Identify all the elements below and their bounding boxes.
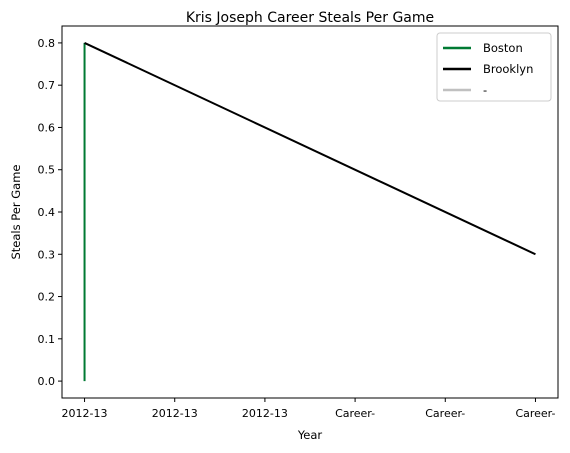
x-tick-label: 2012-13 (152, 407, 198, 420)
legend-label: Brooklyn (483, 62, 533, 76)
x-tick-label: Career- (425, 407, 465, 420)
x-tick-label: Career- (335, 407, 375, 420)
y-tick-label: 0.4 (38, 206, 56, 219)
y-axis: 0.0 0.1 0.2 0.3 0.4 0.5 0.6 0.7 0.8 (38, 37, 62, 388)
y-tick-label: 0.1 (38, 333, 56, 346)
y-tick-label: 0.0 (38, 375, 56, 388)
legend-label: - (483, 83, 487, 97)
legend-label: Boston (483, 41, 523, 55)
x-tick-label: Career- (515, 407, 555, 420)
x-tick-label: 2012-13 (62, 407, 108, 420)
series-line-brooklyn (84, 42, 536, 256)
y-tick-label: 0.8 (38, 37, 56, 50)
legend-box (436, 32, 552, 102)
x-tick-label: 2012-13 (242, 407, 288, 420)
y-tick-label: 0.5 (38, 164, 56, 177)
y-tick-label: 0.2 (38, 291, 56, 304)
x-axis-label: Year (297, 428, 323, 442)
series-lines (83, 42, 536, 382)
y-tick-label: 0.3 (38, 248, 56, 261)
y-axis-label: Steals Per Game (9, 165, 23, 260)
chart-title: Kris Joseph Career Steals Per Game (186, 10, 434, 26)
y-tick-label: 0.7 (38, 79, 56, 92)
legend: Boston Brooklyn - (436, 32, 552, 102)
x-axis: 2012-13 2012-13 2012-13 Career- Career- Caree… (62, 398, 555, 420)
y-tick-label: 0.6 (38, 121, 56, 134)
